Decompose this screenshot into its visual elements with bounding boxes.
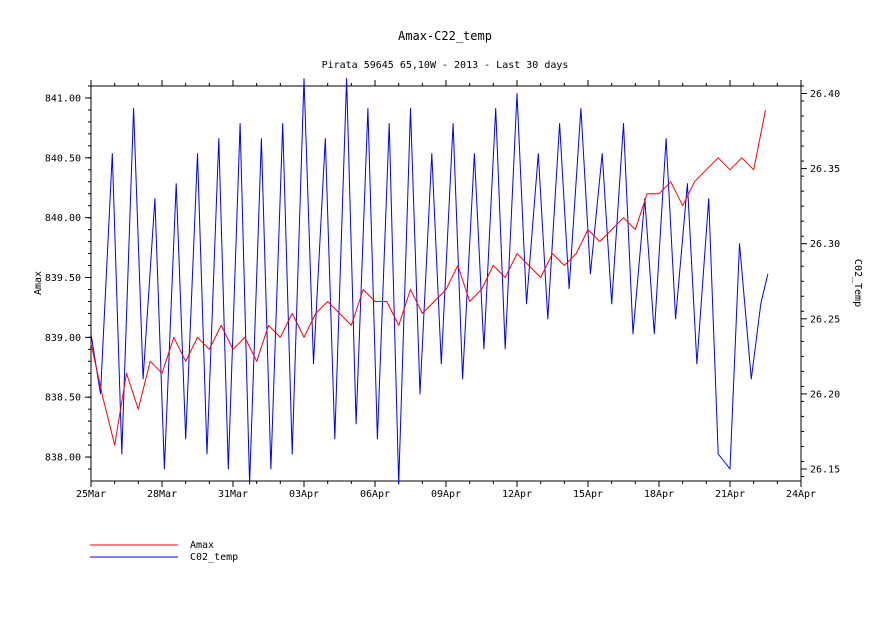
y-left-tick-label: 838.00 [45,453,81,464]
x-tick-label: 15Apr [573,489,603,500]
y-right-tick-label: 26.25 [810,314,840,325]
y-left-tick-label: 840.00 [45,213,81,224]
y-right-tick-label: 26.20 [810,389,840,400]
legend-label-c02-temp: C02_temp [190,552,238,563]
x-tick-label: 06Apr [360,489,390,500]
y-left-tick-label: 839.00 [45,333,81,344]
y-left-tick-label: 841.00 [45,93,81,104]
plot-frame [90,85,802,482]
y-axis-right-label: C02_Temp [852,259,863,307]
x-tick-label: 25Mar [76,489,106,500]
x-tick-label: 24Apr [786,489,816,500]
x-tick-label: 31Mar [218,489,248,500]
series-line-amax [90,109,766,446]
chart-title: Amax-C22_temp [398,29,492,43]
series-layer [90,78,769,485]
y-left-tick-label: 839.50 [45,273,81,284]
legend: Amax C02_temp [90,540,238,563]
series-line-c02-temp [90,78,769,485]
y-left-tick-label: 838.50 [45,393,81,404]
x-tick-label: 21Apr [715,489,745,500]
y-right-tick-label: 26.40 [810,89,840,100]
y-right-tick-label: 26.35 [810,164,840,175]
y-right-tick-label: 26.15 [810,464,840,475]
legend-label-amax: Amax [190,540,214,551]
y-axis-left: 838.00 838.50 839.00 839.50 840.00 840.50 841.… [45,85,91,470]
x-tick-label: 28Mar [147,489,177,500]
y-right-tick-label: 26.30 [810,239,840,250]
x-tick-label: 03Apr [289,489,319,500]
y-axis-right: 26.15 26.20 26.25 26.30 26.35 26.40 [801,85,840,477]
x-axis: 25Mar 28Mar 31Mar 03Apr 06Apr 09Apr 12Apr 15Apr… [76,80,816,500]
y-left-tick-label: 840.50 [45,153,81,164]
y-axis-left-label: Amax [33,271,44,295]
x-tick-label: 09Apr [431,489,461,500]
x-tick-label: 12Apr [502,489,532,500]
chart-subtitle: Pirata 59645 65,10W - 2013 - Last 30 day… [322,60,569,71]
x-tick-label: 18Apr [644,489,674,500]
